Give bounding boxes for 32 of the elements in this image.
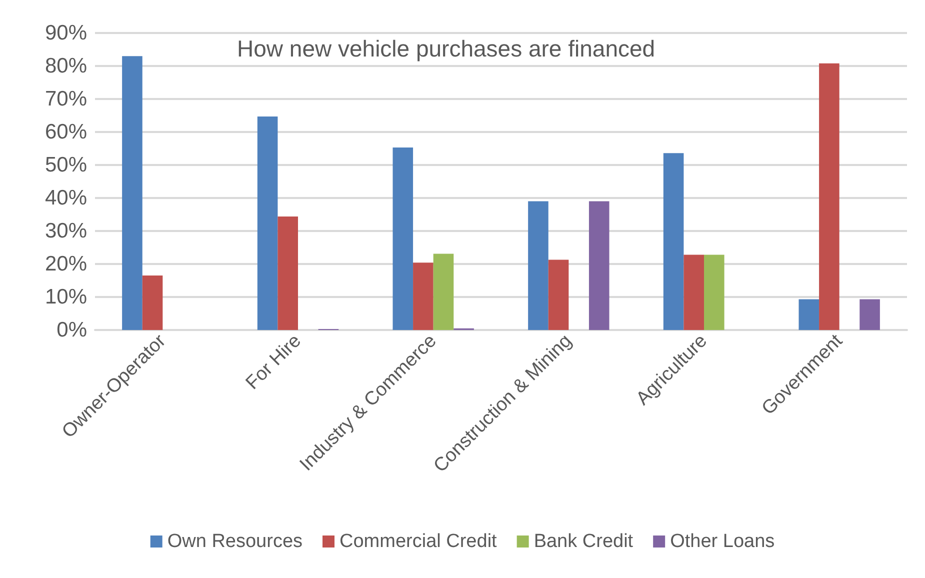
y-tick-label: 30% xyxy=(44,220,87,242)
bar xyxy=(413,262,434,330)
bar xyxy=(684,254,704,330)
bar xyxy=(798,299,820,330)
chart-title: How new vehicle purchases are financed xyxy=(237,36,656,62)
y-tick-label: 40% xyxy=(44,186,87,210)
y-tick-label: 70% xyxy=(44,88,87,110)
y-tick-label: 20% xyxy=(44,252,87,276)
y-tick-label: 10% xyxy=(44,286,87,308)
y-tick-label: 80% xyxy=(44,54,87,78)
bar xyxy=(819,63,840,330)
legend-label: Commercial Credit xyxy=(340,531,498,552)
bar xyxy=(392,148,414,330)
y-tick-label: 60% xyxy=(44,120,87,144)
bar xyxy=(704,254,724,330)
bar xyxy=(663,153,684,330)
bar xyxy=(860,299,880,330)
legend-label: Other Loans xyxy=(670,531,775,552)
y-tick-label: 90% xyxy=(44,22,87,44)
bar xyxy=(588,201,610,330)
legend-label: Bank Credit xyxy=(534,531,634,552)
bar xyxy=(548,260,569,330)
y-tick-label: 0% xyxy=(56,318,87,342)
legend-label: Own Resources xyxy=(167,531,303,552)
bar xyxy=(122,56,142,330)
bar xyxy=(528,201,548,330)
y-tick-label: 50% xyxy=(44,154,87,176)
bar xyxy=(278,216,298,330)
bar xyxy=(433,254,454,330)
bar xyxy=(142,276,163,330)
bar xyxy=(257,116,278,330)
x-tick-label: For Hire xyxy=(242,330,306,394)
